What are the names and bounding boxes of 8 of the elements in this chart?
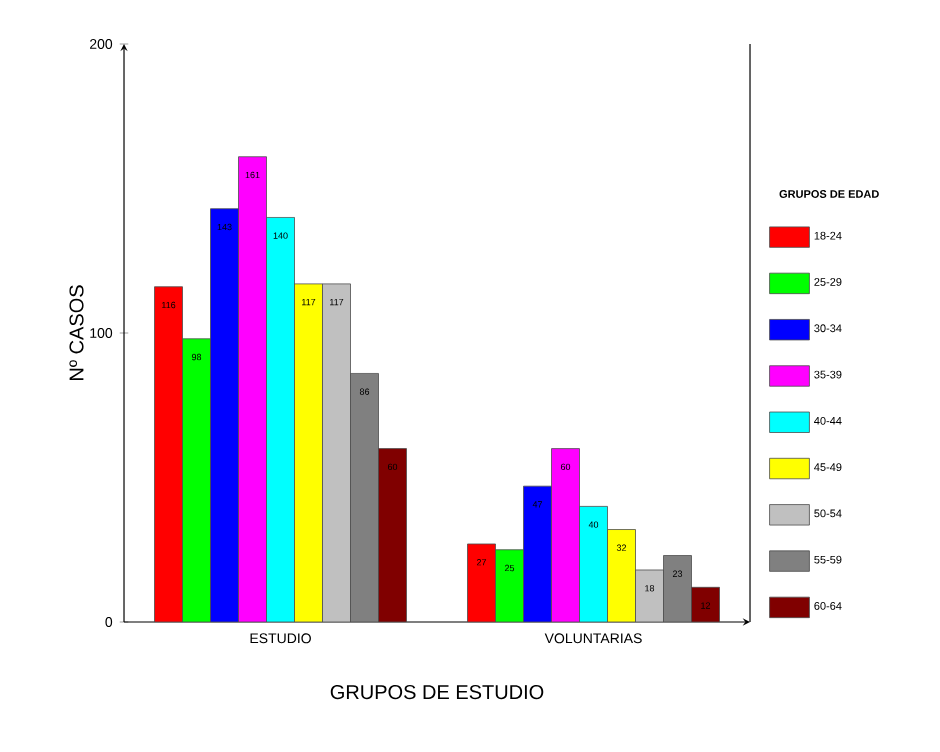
bar — [551, 448, 580, 622]
bar — [663, 555, 692, 622]
bar — [350, 373, 379, 622]
bar — [154, 286, 183, 622]
bar — [467, 543, 496, 622]
bar — [238, 156, 267, 622]
y-axis-title: Nº CASOS — [69, 285, 84, 381]
x-axis-title: GRUPOS DE ESTUDIO — [330, 684, 544, 700]
